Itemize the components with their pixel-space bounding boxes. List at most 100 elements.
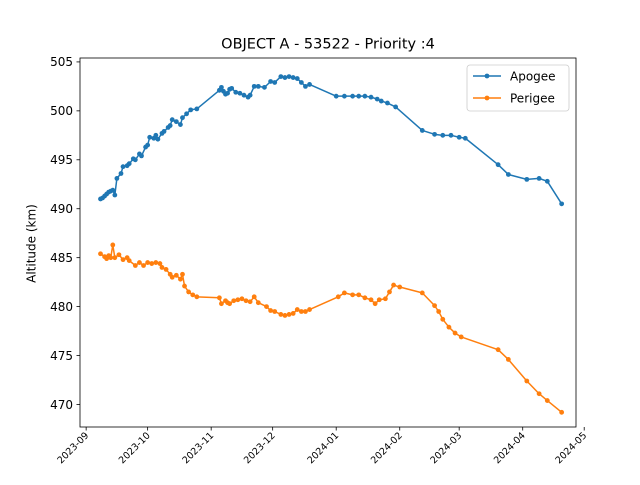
data-point-perigee [247, 299, 253, 305]
data-point-apogee [536, 175, 542, 181]
data-point-perigee [294, 307, 300, 312]
data-point-perigee [278, 312, 284, 317]
data-point-perigee [335, 294, 341, 300]
data-point-perigee [505, 357, 511, 362]
data-point-apogee [448, 132, 454, 138]
data-point-apogee [342, 93, 347, 99]
legend-marker-apogee [484, 73, 490, 79]
data-point-perigee [116, 252, 122, 258]
data-point-perigee [157, 261, 163, 266]
data-point-perigee [235, 297, 241, 303]
data-point-apogee [440, 132, 446, 138]
data-point-perigee [307, 307, 312, 312]
data-point-apogee [559, 201, 565, 207]
data-point-apogee [368, 94, 374, 100]
data-point-perigee [216, 295, 222, 301]
data-point-perigee [458, 334, 464, 340]
data-point-apogee [169, 117, 175, 123]
data-point-perigee [544, 398, 550, 403]
data-point-perigee [132, 263, 138, 268]
data-point-perigee [432, 303, 437, 309]
legend-label-apogee: Apogee [510, 69, 556, 83]
data-point-apogee [110, 187, 116, 193]
data-point-perigee [298, 309, 304, 314]
data-point-apogee [153, 132, 159, 138]
data-point-perigee [173, 272, 179, 278]
data-point-perigee [239, 296, 245, 302]
data-point-apogee [362, 93, 368, 99]
data-point-apogee [298, 80, 304, 85]
data-point-perigee [387, 289, 392, 295]
data-point-apogee [350, 93, 355, 99]
data-point-perigee [524, 378, 530, 384]
data-point-apogee [282, 75, 288, 80]
data-point-perigee [251, 294, 257, 300]
data-point-apogee [462, 135, 468, 141]
data-point-apogee [229, 85, 235, 91]
data-point-apogee [385, 100, 390, 106]
data-point-perigee [436, 309, 442, 314]
plot-area [98, 74, 565, 415]
data-point-apogee [544, 178, 550, 184]
data-point-apogee [155, 136, 161, 142]
y-tick-label: 495 [50, 153, 73, 167]
data-point-apogee [188, 107, 194, 113]
data-point-apogee [184, 111, 189, 117]
data-point-perigee [182, 283, 187, 289]
legend-label-perigee: Perigee [510, 91, 555, 105]
y-tick-label: 480 [50, 300, 73, 314]
data-point-apogee [294, 76, 300, 81]
data-point-perigee [391, 282, 396, 288]
legend-marker-perigee [484, 95, 490, 101]
data-point-apogee [241, 92, 247, 98]
y-tick-label: 470 [50, 398, 73, 412]
data-point-perigee [98, 251, 103, 257]
data-point-apogee [272, 80, 278, 85]
data-point-perigee [163, 267, 169, 272]
data-point-perigee [452, 330, 458, 336]
data-point-apogee [393, 104, 399, 110]
data-point-apogee [139, 153, 144, 159]
data-point-perigee [419, 290, 425, 296]
data-point-perigee [159, 265, 165, 270]
data-point-apogee [126, 161, 132, 167]
data-point-perigee [282, 313, 288, 318]
data-point-apogee [251, 83, 257, 89]
data-point-apogee [194, 106, 200, 112]
data-point-apogee [161, 129, 167, 134]
data-point-perigee [559, 409, 565, 415]
y-tick-label: 500 [50, 104, 73, 118]
data-point-perigee [446, 324, 452, 330]
data-point-apogee [356, 93, 362, 99]
data-point-apogee [303, 83, 308, 89]
data-point-apogee [132, 157, 138, 163]
data-point-perigee [264, 304, 269, 310]
data-point-perigee [303, 309, 308, 314]
chart-title: OBJECT A - 53522 - Priority :4 [221, 37, 435, 53]
data-point-perigee [440, 316, 446, 322]
y-axis-label: Altitude (km) [25, 204, 39, 283]
data-point-apogee [219, 84, 224, 90]
y-tick-label: 475 [50, 349, 73, 363]
data-point-apogee [456, 134, 462, 140]
data-point-apogee [145, 142, 151, 148]
data-point-perigee [190, 292, 196, 298]
data-point-apogee [262, 84, 267, 90]
plot-series [98, 74, 565, 415]
data-point-apogee [268, 79, 274, 84]
data-point-apogee [278, 74, 284, 79]
data-point-perigee [255, 300, 261, 306]
data-point-perigee [397, 284, 403, 290]
data-point-apogee [419, 128, 425, 133]
data-point-perigee [376, 297, 382, 303]
data-point-perigee [169, 274, 175, 280]
data-point-perigee [227, 301, 233, 307]
data-point-apogee [173, 119, 179, 125]
data-point-apogee [114, 175, 120, 181]
data-point-perigee [120, 257, 126, 263]
data-point-perigee [356, 292, 362, 298]
data-point-perigee [350, 292, 355, 298]
data-point-apogee [333, 93, 339, 99]
